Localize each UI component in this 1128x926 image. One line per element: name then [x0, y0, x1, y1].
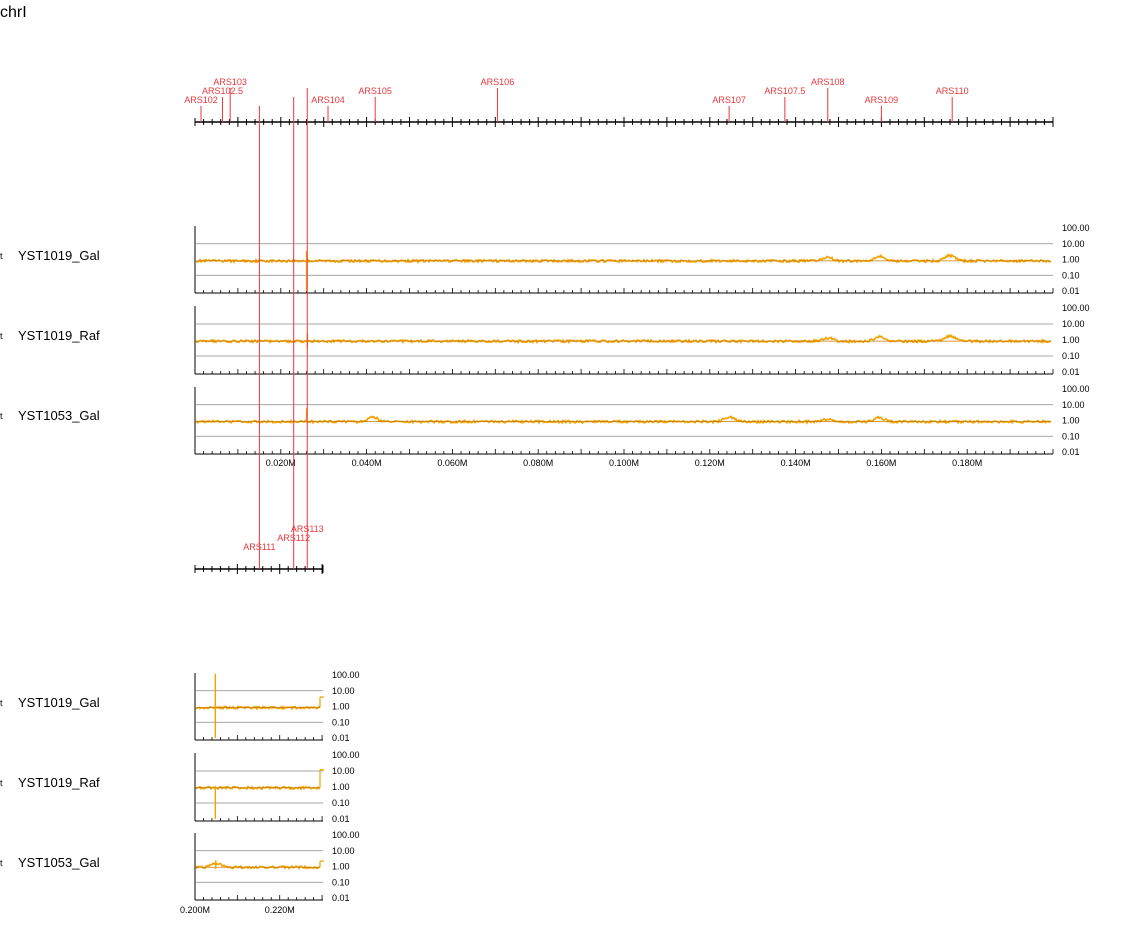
y-tick-label: 0.01: [1062, 447, 1080, 457]
ars-label-ars102: ARS102: [184, 95, 218, 105]
ars-label-ars112: ARS112: [277, 533, 310, 543]
track-bullet: t: [0, 411, 3, 421]
y-tick-label: 10.00: [1062, 319, 1085, 329]
x-tick-label: 0.140M: [781, 458, 811, 468]
y-tick-label: 1.00: [332, 702, 350, 712]
track-bullet: t: [0, 331, 3, 341]
y-tick-label: 0.10: [1062, 270, 1080, 280]
ars-label-ars113: ARS113: [291, 524, 324, 534]
x-tick-label: 0.180M: [952, 458, 982, 468]
y-tick-label: 0.01: [332, 893, 350, 903]
y-tick-label: 1.00: [1062, 416, 1080, 426]
y-tick-label: 0.10: [1062, 351, 1080, 361]
y-tick-label: 1.00: [1062, 255, 1080, 265]
y-tick-label: 0.01: [1062, 367, 1080, 377]
y-tick-label: 1.00: [332, 782, 350, 792]
y-tick-label: 10.00: [1062, 400, 1085, 410]
y-tick-label: 0.10: [332, 877, 350, 887]
y-tick-label: 100.00: [1062, 303, 1090, 313]
y-tick-label: 1.00: [332, 862, 350, 872]
ars-label-ars109: ARS109: [865, 95, 899, 105]
track-bullet: t: [0, 858, 3, 868]
x-tick-label: 0.060M: [437, 458, 467, 468]
ars-label-ars105: ARS105: [358, 86, 392, 96]
y-tick-label: 10.00: [1062, 239, 1085, 249]
y-tick-label: 100.00: [332, 670, 360, 680]
x-tick-label: 0.200M: [180, 905, 210, 915]
y-tick-label: 0.10: [1062, 431, 1080, 441]
y-tick-label: 0.01: [332, 814, 350, 824]
track-label-yst1019-gal-2: YST1019_Gal: [18, 695, 100, 710]
ars-label-ars110: ARS110: [936, 86, 969, 96]
ars-label-ars111: ARS111: [243, 542, 275, 552]
ars-label-ars102-5: ARS102.5: [202, 86, 243, 96]
ars-label-ars107-5: ARS107.5: [764, 86, 805, 96]
ars-label-ars103: ARS103: [213, 77, 247, 87]
x-tick-label: 0.100M: [609, 458, 639, 468]
ars-label-ars107: ARS107: [712, 95, 746, 105]
y-tick-label: 100.00: [1062, 223, 1090, 233]
y-tick-label: 10.00: [332, 686, 355, 696]
x-tick-label: 0.020M: [266, 458, 296, 468]
track-label-yst1019-gal-1: YST1019_Gal: [18, 248, 100, 263]
track-label-yst1019-raf-2: YST1019_Raf: [18, 775, 100, 790]
ars-label-ars106: ARS106: [481, 77, 515, 87]
y-tick-label: 0.10: [332, 717, 350, 727]
track-bullet: t: [0, 251, 3, 261]
y-tick-label: 0.10: [332, 798, 350, 808]
x-tick-label: 0.040M: [352, 458, 382, 468]
y-tick-label: 0.01: [1062, 286, 1080, 296]
y-tick-label: 10.00: [332, 846, 355, 856]
y-tick-label: 100.00: [332, 750, 360, 760]
ars-label-ars104: ARS104: [311, 95, 345, 105]
track-label-yst1053-gal-2: YST1053_Gal: [18, 855, 100, 870]
track-label-yst1053-gal-1: YST1053_Gal: [18, 408, 100, 423]
ars-label-ars108: ARS108: [811, 77, 845, 87]
track-bullet: t: [0, 698, 3, 708]
y-tick-label: 100.00: [332, 830, 360, 840]
y-tick-label: 0.01: [332, 733, 350, 743]
x-tick-label: 0.160M: [866, 458, 896, 468]
track-label-yst1019-raf-1: YST1019_Raf: [18, 328, 100, 343]
y-tick-label: 1.00: [1062, 335, 1080, 345]
signal-line: [195, 862, 321, 871]
y-tick-label: 10.00: [332, 766, 355, 776]
x-tick-label: 0.120M: [695, 458, 725, 468]
x-tick-label: 0.080M: [523, 458, 553, 468]
track-bullet: t: [0, 778, 3, 788]
x-tick-label: 0.220M: [265, 905, 295, 915]
y-tick-label: 100.00: [1062, 384, 1090, 394]
chromosome-title: chrI: [0, 4, 27, 21]
